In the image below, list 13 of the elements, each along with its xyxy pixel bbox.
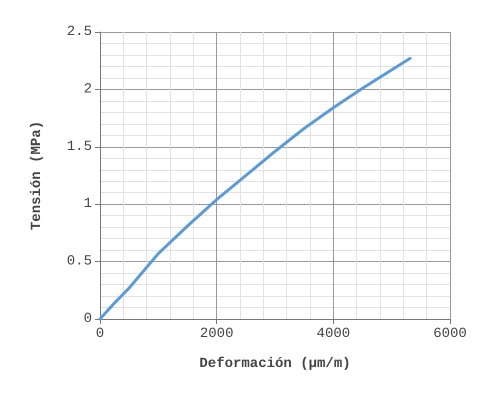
x-tick-label: 6000 — [433, 326, 467, 342]
line-series — [98, 56, 412, 320]
y-tick-label: 0.5 — [66, 254, 92, 270]
x-tick-label: 0 — [96, 326, 104, 342]
y-tick-label: 2 — [84, 81, 92, 98]
y-tick-label: 0 — [84, 311, 92, 327]
y-axis-title: Tensión (MPa) — [29, 120, 45, 230]
y-tick-label: 1 — [84, 196, 92, 212]
x-axis-title: Deformación (µm/m) — [199, 356, 351, 372]
x-tick-label: 2000 — [200, 326, 234, 342]
y-tick-label: 1.5 — [66, 138, 92, 155]
y-tick-label: 2.5 — [66, 24, 92, 40]
x-tick-label: 4000 — [316, 326, 350, 342]
